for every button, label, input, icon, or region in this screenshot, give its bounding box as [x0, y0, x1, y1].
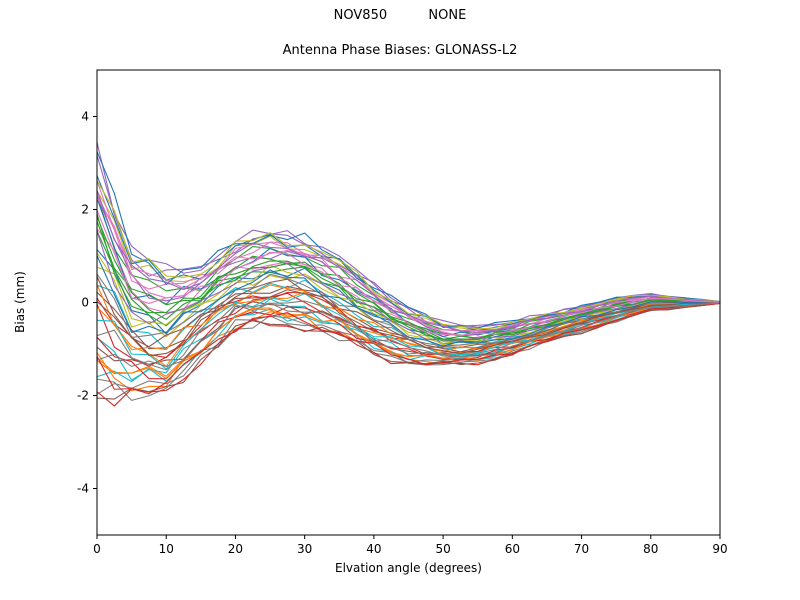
y-tick-label: 4 [81, 110, 89, 124]
figure-suptitle: NOV850 NONE [333, 8, 467, 23]
x-tick-label: 30 [297, 542, 312, 556]
bias-line-47 [96, 302, 721, 368]
bias-line-12 [96, 230, 721, 343]
bias-line-38 [96, 180, 721, 330]
bias-line-40 [96, 255, 721, 347]
x-tick-label: 10 [159, 542, 174, 556]
y-tick-label: -4 [77, 482, 89, 496]
y-axis-label: Bias (mm) [13, 271, 27, 333]
y-tick-label: 2 [81, 203, 89, 217]
bias-line-46 [96, 209, 721, 336]
x-axis-label: Elvation angle (degrees) [335, 561, 482, 575]
x-tick-label: 40 [366, 542, 381, 556]
x-tick-label: 70 [574, 542, 589, 556]
bias-line-43 [96, 302, 721, 395]
x-tick-label: 80 [643, 542, 658, 556]
x-tick-label: 90 [712, 542, 727, 556]
bias-line-44 [96, 189, 721, 334]
bias-line-34 [96, 230, 721, 341]
bias-line-7 [96, 302, 721, 401]
bias-line-27 [96, 300, 721, 371]
bias-line-42 [96, 216, 721, 341]
x-tick-label: 20 [228, 542, 243, 556]
x-tick-label: 60 [505, 542, 520, 556]
bias-line-30 [96, 150, 721, 329]
y-tick-label: -2 [77, 389, 89, 403]
x-tick-label: 50 [435, 542, 450, 556]
x-tick-label: 0 [93, 542, 101, 556]
chart-title: Antenna Phase Biases: GLONASS-L2 [282, 43, 518, 58]
bias-line-45 [96, 289, 721, 357]
y-tick-label: 0 [81, 296, 89, 310]
